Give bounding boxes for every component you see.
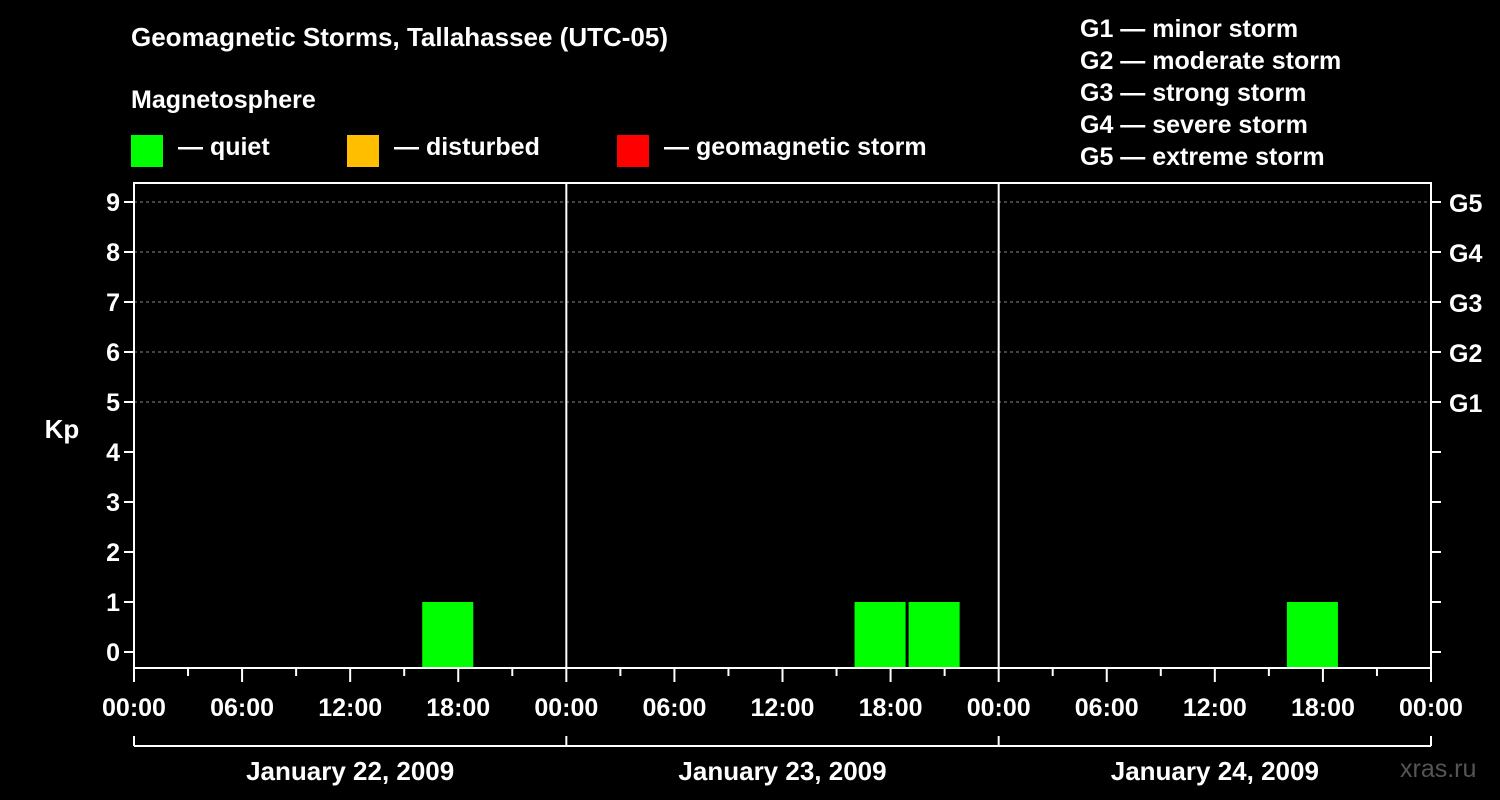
x-tick-label-2: 12:00 (318, 694, 382, 722)
y-axis-label: Kp (45, 414, 80, 444)
x-tick-label-9: 06:00 (1075, 694, 1139, 722)
x-tick-label-6: 12:00 (751, 694, 815, 722)
y-tick-label-4: 4 (106, 439, 120, 467)
storm-level-g2: G2 — moderate storm (1080, 47, 1342, 75)
y-tick-label-0: 0 (106, 639, 120, 667)
chart-title: Geomagnetic Storms, Tallahassee (UTC-05) (131, 22, 669, 52)
x-tick-label-4: 00:00 (534, 694, 598, 722)
y-tick-label-5: 5 (106, 389, 120, 417)
legend-label-quiet: — quiet (178, 133, 270, 161)
x-tick-label-1: 06:00 (210, 694, 274, 722)
g-level-label-G4: G4 (1449, 240, 1482, 268)
watermark: xras.ru (1400, 755, 1477, 783)
legend-swatch-storm (617, 135, 649, 167)
y-tick-label-1: 1 (106, 589, 120, 617)
g-level-label-G2: G2 (1449, 340, 1482, 368)
legend-label-disturbed: — disturbed (394, 133, 540, 161)
g-level-label-G1: G1 (1449, 390, 1482, 418)
magnetosphere-title: Magnetosphere (131, 86, 316, 114)
legend-swatch-disturbed (347, 135, 379, 167)
x-tick-label-0: 00:00 (102, 694, 166, 722)
x-tick-label-5: 06:00 (642, 694, 706, 722)
day-label-2: January 24, 2009 (1111, 756, 1319, 786)
y-tick-label-7: 7 (106, 289, 120, 317)
y-tick-label-2: 2 (106, 539, 120, 567)
g-level-label-G3: G3 (1449, 290, 1482, 318)
day-label-0: January 22, 2009 (246, 756, 454, 786)
x-tick-label-3: 18:00 (426, 694, 490, 722)
plot-frame (133, 182, 1432, 669)
kp-bar-1 (854, 602, 906, 668)
storm-level-g3: G3 — strong storm (1080, 79, 1307, 107)
storm-level-g4: G4 — severe storm (1080, 111, 1308, 139)
storm-level-g5: G5 — extreme storm (1080, 143, 1325, 171)
x-tick-label-10: 12:00 (1183, 694, 1247, 722)
legend-swatch-quiet (131, 135, 163, 167)
legend-label-storm: — geomagnetic storm (664, 133, 927, 161)
y-tick-label-6: 6 (106, 339, 120, 367)
x-tick-label-12: 00:00 (1399, 694, 1463, 722)
x-tick-label-11: 18:00 (1291, 694, 1355, 722)
storm-level-g1: G1 — minor storm (1080, 15, 1299, 43)
y-tick-label-3: 3 (106, 489, 120, 517)
x-tick-label-7: 18:00 (859, 694, 923, 722)
kp-bar-3 (1286, 602, 1338, 668)
x-tick-label-8: 00:00 (967, 694, 1031, 722)
y-tick-label-9: 9 (106, 189, 120, 217)
g-level-label-G5: G5 (1449, 190, 1482, 218)
y-tick-label-8: 8 (106, 239, 120, 267)
day-label-1: January 23, 2009 (678, 756, 886, 786)
kp-bar-0 (422, 602, 474, 668)
kp-bar-2 (908, 602, 960, 668)
